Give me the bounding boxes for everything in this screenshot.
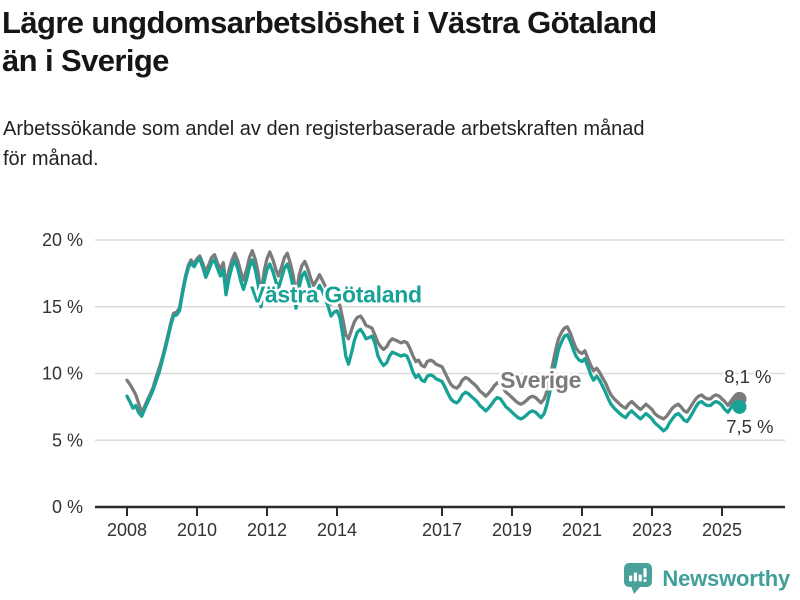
- x-tick-label: 2017: [422, 520, 462, 540]
- newsworthy-logo-text: Newsworthy: [662, 565, 790, 591]
- series-line-sverige: [125, 249, 742, 421]
- x-tick-label: 2012: [247, 520, 287, 540]
- end-value-label-vastra-gotaland: 7,5 %: [726, 416, 773, 437]
- x-tick-label: 2021: [562, 520, 602, 540]
- y-tick-label: 15 %: [42, 297, 83, 317]
- chart-subtitle-line2: för månad.: [3, 148, 99, 170]
- x-tick-label: 2010: [177, 520, 217, 540]
- y-tick-label: 20 %: [42, 230, 83, 250]
- x-tick-label: 2019: [492, 520, 532, 540]
- series-line-vastra-gotaland: [125, 257, 742, 433]
- x-tick-label: 2025: [702, 520, 742, 540]
- chart-subtitle-line1: Arbetssökande som andel av den registerb…: [3, 118, 645, 140]
- newsworthy-logo: Newsworthy: [623, 562, 790, 595]
- x-tick-label: 2008: [107, 520, 147, 540]
- x-tick-label: 2014: [317, 520, 357, 540]
- chart-title: Lägre ungdomsarbetslöshet i Västra Götal…: [2, 4, 792, 80]
- x-tick-label: 2023: [632, 520, 672, 540]
- chart-title-line1: Lägre ungdomsarbetslöshet i Västra Götal…: [2, 5, 657, 40]
- end-value-label-sverige: 8,1 %: [724, 366, 771, 387]
- chart-subtitle: Arbetssökande som andel av den registerb…: [3, 114, 793, 174]
- chart-title-line2: än i Sverige: [2, 43, 169, 78]
- newsworthy-bubble-chart-icon: [624, 563, 653, 594]
- y-tick-label: 0 %: [52, 497, 83, 517]
- y-tick-label: 10 %: [42, 364, 83, 384]
- y-tick-label: 5 %: [52, 430, 83, 450]
- series-label-vastra-gotaland: Västra Götaland: [250, 282, 422, 308]
- end-dot-vastra-gotaland: [732, 399, 747, 414]
- series-label-sverige: Sverige: [500, 367, 581, 393]
